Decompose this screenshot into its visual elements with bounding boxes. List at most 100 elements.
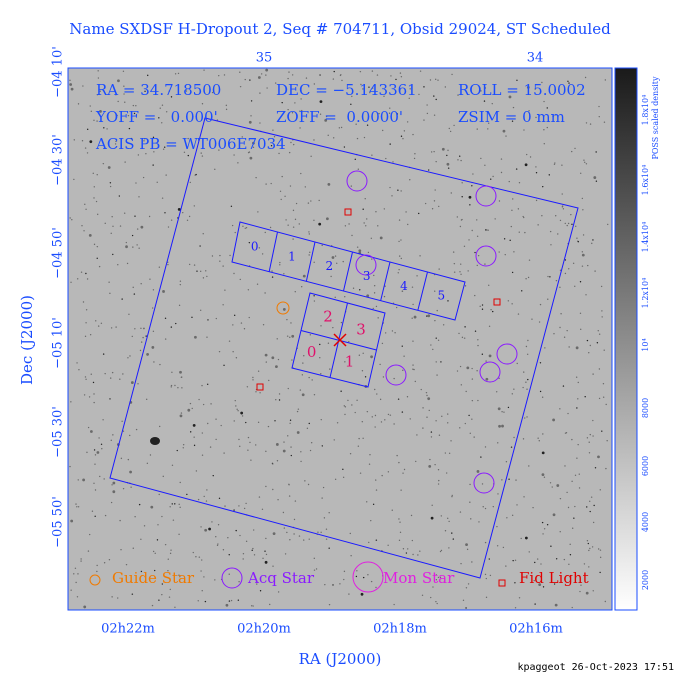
star [437,483,440,485]
star [362,88,364,90]
star [179,280,182,282]
star [541,215,543,217]
star [373,292,376,294]
star [446,154,448,157]
star [596,342,599,344]
star [585,294,587,296]
star [477,344,479,347]
star [201,454,204,456]
star [236,408,238,410]
star [418,212,420,215]
star [187,137,189,140]
star [461,336,464,339]
star [568,563,570,566]
star [359,472,362,474]
star [77,506,80,508]
star [144,90,146,92]
star [70,401,72,403]
star [86,451,88,454]
star [84,335,87,338]
star [538,321,541,323]
star [502,129,506,133]
colorbar-tick-label: 1.6x10⁴ [641,165,650,196]
star [132,547,134,549]
star [546,107,548,109]
star [574,505,576,508]
star [180,412,183,414]
star [276,460,279,462]
star [199,309,202,311]
star [480,456,482,458]
star [97,213,99,216]
star [447,300,449,302]
star [110,439,112,442]
star [457,159,459,161]
star [370,580,373,583]
star [400,239,402,241]
star [436,309,438,312]
star [432,348,434,351]
star [391,195,393,197]
star [485,596,488,599]
star [515,479,517,481]
star [598,397,601,400]
star [392,161,394,163]
star [452,251,455,253]
star [368,541,370,544]
star [239,278,241,281]
star [321,497,323,499]
star [358,437,360,440]
star [416,434,418,436]
star [332,584,334,586]
star [397,272,399,274]
fid-light [344,208,352,216]
star [217,543,219,545]
star [234,399,236,402]
star [544,347,546,349]
star [272,129,274,131]
star [318,222,322,226]
star [352,287,355,289]
star [434,319,436,322]
star [535,199,538,202]
star [428,464,432,468]
star [351,234,353,237]
star [430,436,433,438]
star [422,427,424,429]
star [413,368,415,371]
star [261,508,264,511]
star [88,396,91,398]
star [271,356,275,360]
star [140,538,142,540]
star [488,354,492,358]
star [235,529,237,532]
star [291,334,295,338]
star [476,235,479,237]
star [481,308,484,310]
star [287,224,289,226]
star [289,539,291,541]
star [102,419,104,421]
star [451,532,453,534]
star [202,277,205,279]
star [82,301,85,303]
star [552,418,556,422]
star [179,414,183,418]
star [195,173,197,176]
star [562,208,565,210]
star [559,408,561,410]
star [543,142,545,145]
star [207,422,209,425]
star [135,182,137,184]
star [99,475,101,478]
star [287,435,289,437]
star [440,549,443,552]
star [415,460,417,463]
star [327,183,331,186]
star [202,233,204,235]
star [274,420,276,422]
star [283,273,285,275]
star [289,422,291,424]
star [370,519,372,522]
star [320,325,322,327]
